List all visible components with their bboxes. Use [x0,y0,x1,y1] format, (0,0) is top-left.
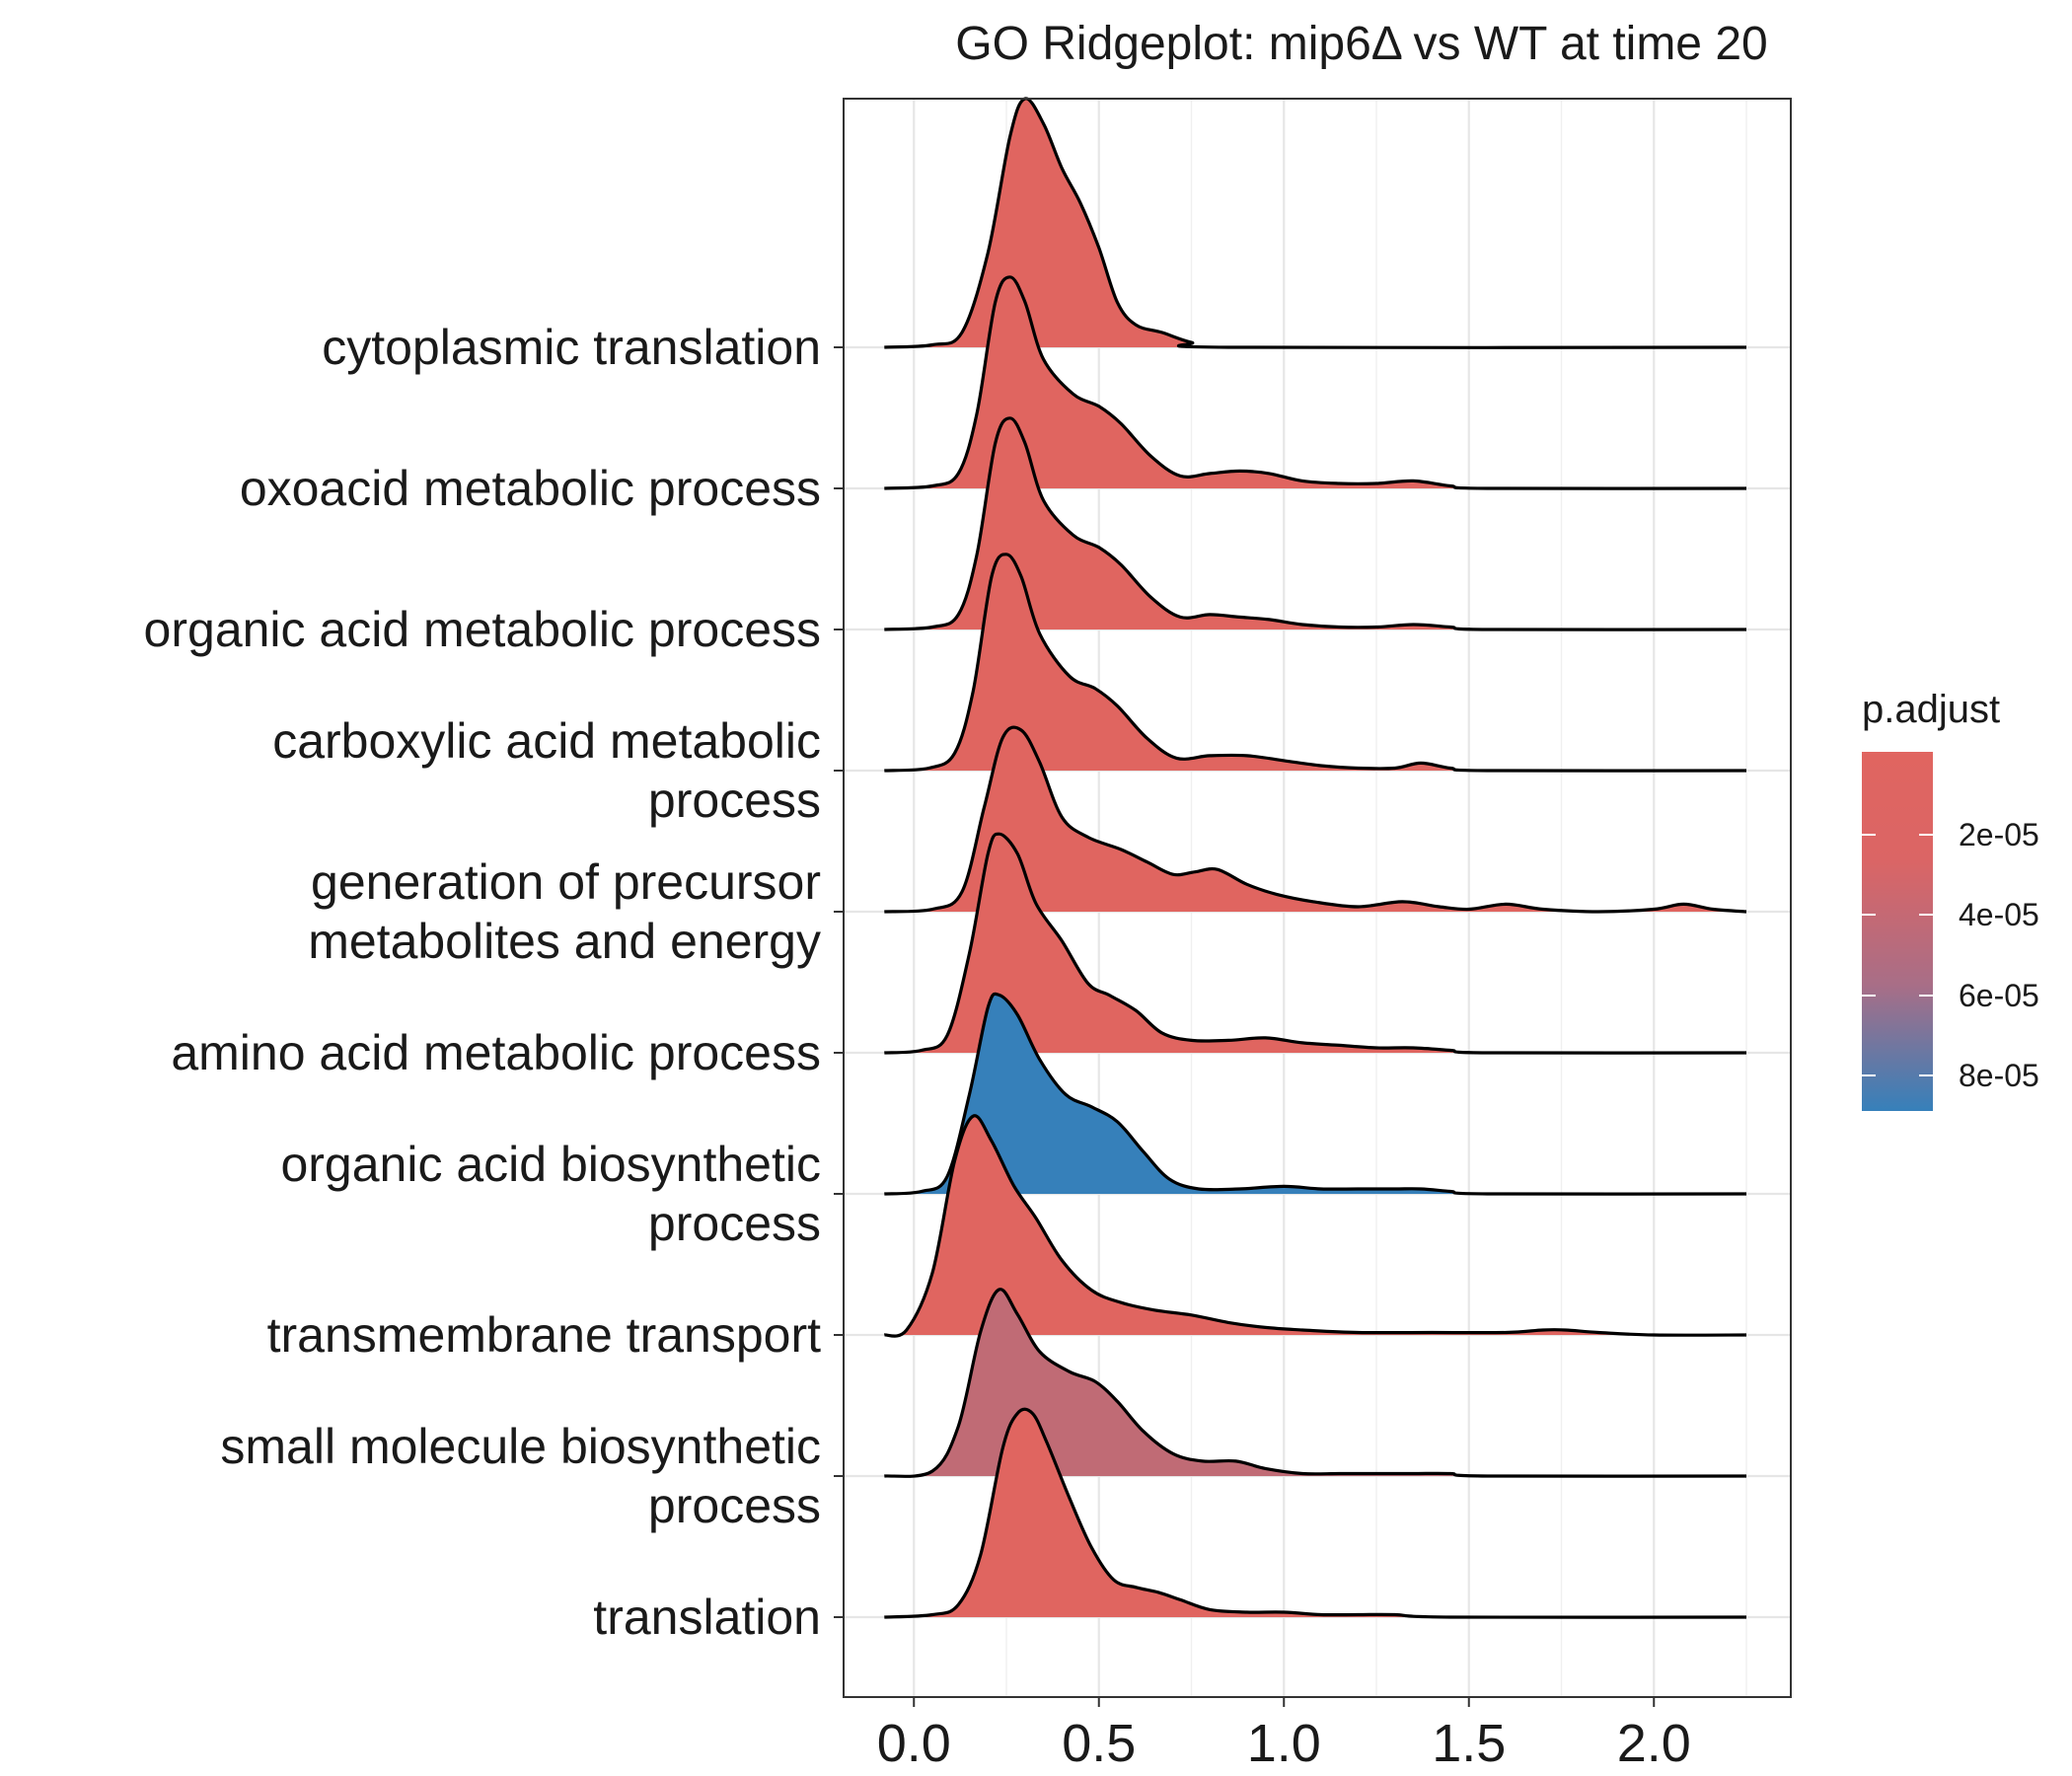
y-tick-label: small molecule biosynthetic process [220,1419,821,1533]
y-tick-label: generation of precursor metabolites and e… [308,854,821,969]
ridge-outline [884,97,1747,349]
legend-tick-label: 4e-05 [1959,897,2039,932]
ridge-outline [884,1288,1747,1478]
ridge-transmembrane-transport [883,1114,1747,1338]
chart-title: GO Ridgeplot: mip6Δ vs WT at time 20 [955,18,1767,70]
ridge-translation [884,1407,1747,1619]
y-tick-label: organic acid metabolic process [144,602,821,657]
ridge-fill [884,98,1746,348]
ridge-outline [884,275,1747,490]
y-tick-label: transmembrane transport [267,1307,821,1363]
ridge-fill [884,1115,1746,1337]
ridge-small-molecule-biosynthetic-process [884,1288,1747,1478]
ridge-fill [884,554,1746,772]
ridge-fill [884,994,1746,1195]
ridge-outline [884,832,1747,1055]
ridge-organic-acid-biosynthetic-process [884,992,1747,1196]
y-axis-labels: cytoplasmic translation oxoacid metabolic… [144,320,844,1645]
x-tick-label: 0.5 [1062,1714,1136,1773]
legend-title: p.adjust [1862,688,2000,731]
legend-tick-label: 6e-05 [1959,978,2039,1013]
ridge-generation-of-precursor-metabolites-and-energy [884,725,1747,914]
y-tick-label: translation [593,1590,821,1645]
y-tick-label: organic acid biosynthetic process [280,1137,821,1251]
ridge-fill [884,1289,1746,1477]
ridge-fill [884,276,1746,489]
ridge-fill [884,727,1746,912]
ridge-organic-acid-metabolic-process [884,416,1747,631]
ridge-fill [884,834,1746,1054]
x-tick-label: 0.0 [877,1714,951,1773]
x-tick-label: 1.0 [1247,1714,1321,1773]
ridge-outline [884,725,1747,914]
y-tick-label: carboxylic acid metabolic process [272,713,821,828]
plot-panel-border [843,98,1792,1698]
ridge-carboxylic-acid-metabolic-process [884,553,1747,773]
y-tick-label: oxoacid metabolic process [240,461,821,516]
ridge-outline [884,553,1747,773]
y-tick-label: amino acid metabolic process [171,1025,821,1080]
legend-ticks: 2e-05 4e-05 6e-05 8e-05 [1862,817,2039,1093]
ridge-outline [884,1407,1747,1619]
ridge-fill [884,1409,1746,1618]
legend-tick-label: 2e-05 [1959,817,2039,852]
x-tick-label: 1.5 [1432,1714,1506,1773]
ridge-cytoplasmic-translation [884,97,1747,349]
ridge-amino-acid-metabolic-process [884,832,1747,1055]
y-tick-label: cytoplasmic translation [322,320,821,375]
x-tick-label: 2.0 [1617,1714,1691,1773]
ridge-outline [884,416,1747,631]
ridge-layer [883,97,1747,1619]
x-axis: 0.0 0.5 1.0 1.5 2.0 [877,1697,1691,1773]
ridge-outline [884,992,1747,1196]
legend: p.adjust 2e-05 4e-05 6e-05 8e-05 [1862,688,2039,1111]
ridge-oxoacid-metabolic-process [884,275,1747,490]
legend-colorbar [1862,752,1933,1111]
ridge-outline [883,1114,1747,1338]
legend-tick-label: 8e-05 [1959,1058,2039,1093]
ridge-fill [884,417,1746,630]
